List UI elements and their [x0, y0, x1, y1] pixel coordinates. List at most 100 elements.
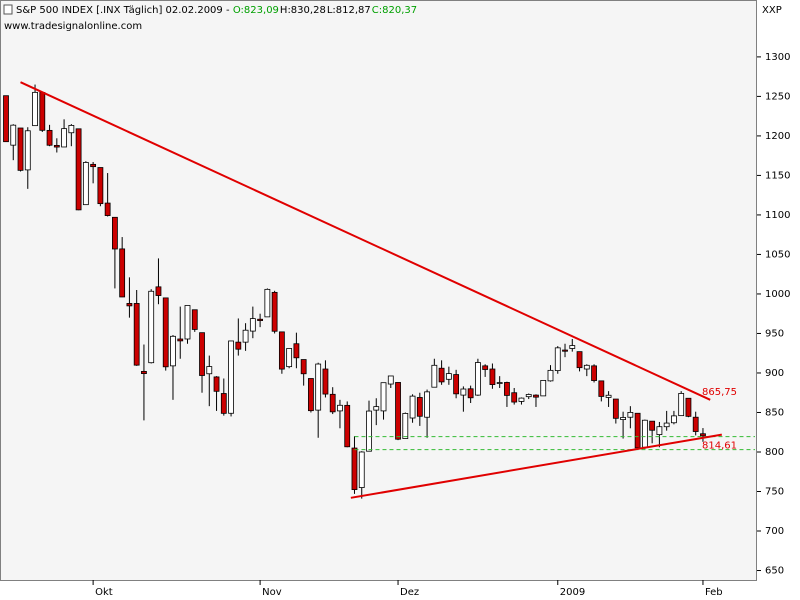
- candle-body: [591, 365, 597, 381]
- candle-body: [90, 163, 97, 168]
- candle-body: [32, 91, 38, 127]
- candle-body: [627, 412, 634, 418]
- candle-body: [366, 410, 372, 452]
- trendline: [20, 81, 711, 401]
- symbol-icon: [3, 4, 13, 15]
- header: S&P 500 INDEX [.INX Täglich] 02.02.2009 …: [16, 5, 417, 16]
- candle-body: [467, 388, 474, 399]
- candle-body: [3, 95, 9, 143]
- candle-body: [482, 365, 489, 370]
- y-tick-label: 800: [765, 447, 784, 458]
- y-tick-label: 1300: [765, 52, 790, 63]
- candle-body: [663, 422, 670, 428]
- header-title: S&P 500 INDEX [.INX Täglich] 02.02.2009 …: [16, 5, 230, 16]
- candle-body: [257, 318, 264, 321]
- y-tick-label: 950: [765, 328, 784, 339]
- candle-body: [569, 345, 576, 349]
- x-tick-label: Okt: [95, 587, 113, 598]
- candle-body: [249, 318, 256, 332]
- candle-body: [148, 290, 155, 364]
- candle-body: [97, 167, 104, 205]
- trendline-label: 865,75: [702, 387, 737, 398]
- candle-body: [46, 129, 53, 146]
- y-tick-label: 700: [765, 526, 784, 537]
- candle-body: [162, 297, 169, 368]
- candle-body: [678, 393, 685, 417]
- candle-body: [213, 376, 220, 392]
- candle-body: [525, 394, 532, 398]
- candle-body: [358, 451, 365, 488]
- candle-body: [671, 415, 677, 424]
- y-tick-label: 650: [765, 566, 784, 577]
- candle-body: [75, 128, 82, 211]
- candle-body: [177, 338, 184, 342]
- candle-body: [620, 417, 626, 420]
- candle-body: [133, 303, 140, 366]
- candle-body: [562, 349, 568, 352]
- y-tick-label: 1050: [765, 249, 790, 260]
- candle-body: [554, 347, 561, 371]
- candle-body: [431, 364, 438, 388]
- candle-body: [53, 144, 60, 148]
- candle-body: [184, 305, 191, 340]
- candle-body: [315, 363, 322, 411]
- candle-body: [641, 419, 648, 448]
- y-axis-label: XXP: [762, 5, 782, 16]
- trendline: [350, 433, 723, 499]
- candle-body: [416, 397, 423, 417]
- candle-body: [402, 413, 409, 439]
- candle-body: [39, 92, 46, 131]
- candle-body: [264, 288, 271, 318]
- candle-body: [387, 375, 394, 385]
- trendline-label: 814,61: [702, 440, 737, 451]
- candle-body: [460, 388, 467, 396]
- candle-body: [583, 364, 590, 370]
- candle-body: [206, 366, 213, 375]
- candle-body: [300, 359, 307, 375]
- candle-body: [82, 162, 89, 206]
- candle-body: [329, 393, 336, 413]
- candle-body: [576, 351, 583, 369]
- candle-body: [533, 394, 539, 398]
- candle-body: [337, 404, 343, 412]
- candle-body: [540, 379, 547, 397]
- candle-body: [474, 362, 481, 396]
- candle-body: [649, 420, 656, 431]
- candle-body: [634, 412, 641, 449]
- candle-body: [373, 406, 380, 411]
- y-tick-label: 1000: [765, 289, 790, 300]
- ohlc-label: H:830,28: [280, 5, 326, 16]
- candle-body: [220, 393, 227, 414]
- candle-body: [17, 127, 24, 171]
- candle-body: [496, 382, 503, 384]
- y-tick-label: 750: [765, 486, 784, 497]
- candle-body: [199, 332, 205, 376]
- candle-body: [24, 130, 31, 171]
- candle-body: [68, 125, 75, 134]
- candle-body: [547, 369, 554, 382]
- candle-body: [112, 216, 118, 250]
- candle-body: [453, 374, 460, 395]
- y-tick-label: 1100: [765, 210, 790, 221]
- candle-body: [612, 398, 619, 419]
- candle-body: [242, 329, 249, 343]
- candle-body: [271, 291, 278, 332]
- candle-body: [395, 382, 401, 440]
- x-tick-label: Dez: [400, 587, 419, 598]
- candle-body: [170, 335, 176, 367]
- candle-body: [104, 202, 111, 216]
- candle-body: [191, 309, 198, 330]
- candle-body: [692, 416, 699, 432]
- x-tick-label: Feb: [705, 587, 723, 598]
- y-tick-label: 1250: [765, 91, 790, 102]
- x-tick-label: 2009: [560, 587, 585, 598]
- candle-body: [344, 404, 351, 448]
- plot-area: [0, 0, 757, 581]
- candle-body: [351, 447, 358, 491]
- candle-body: [322, 368, 329, 395]
- candle-body: [605, 394, 612, 398]
- candle-body: [445, 373, 452, 380]
- candle-body: [380, 382, 387, 412]
